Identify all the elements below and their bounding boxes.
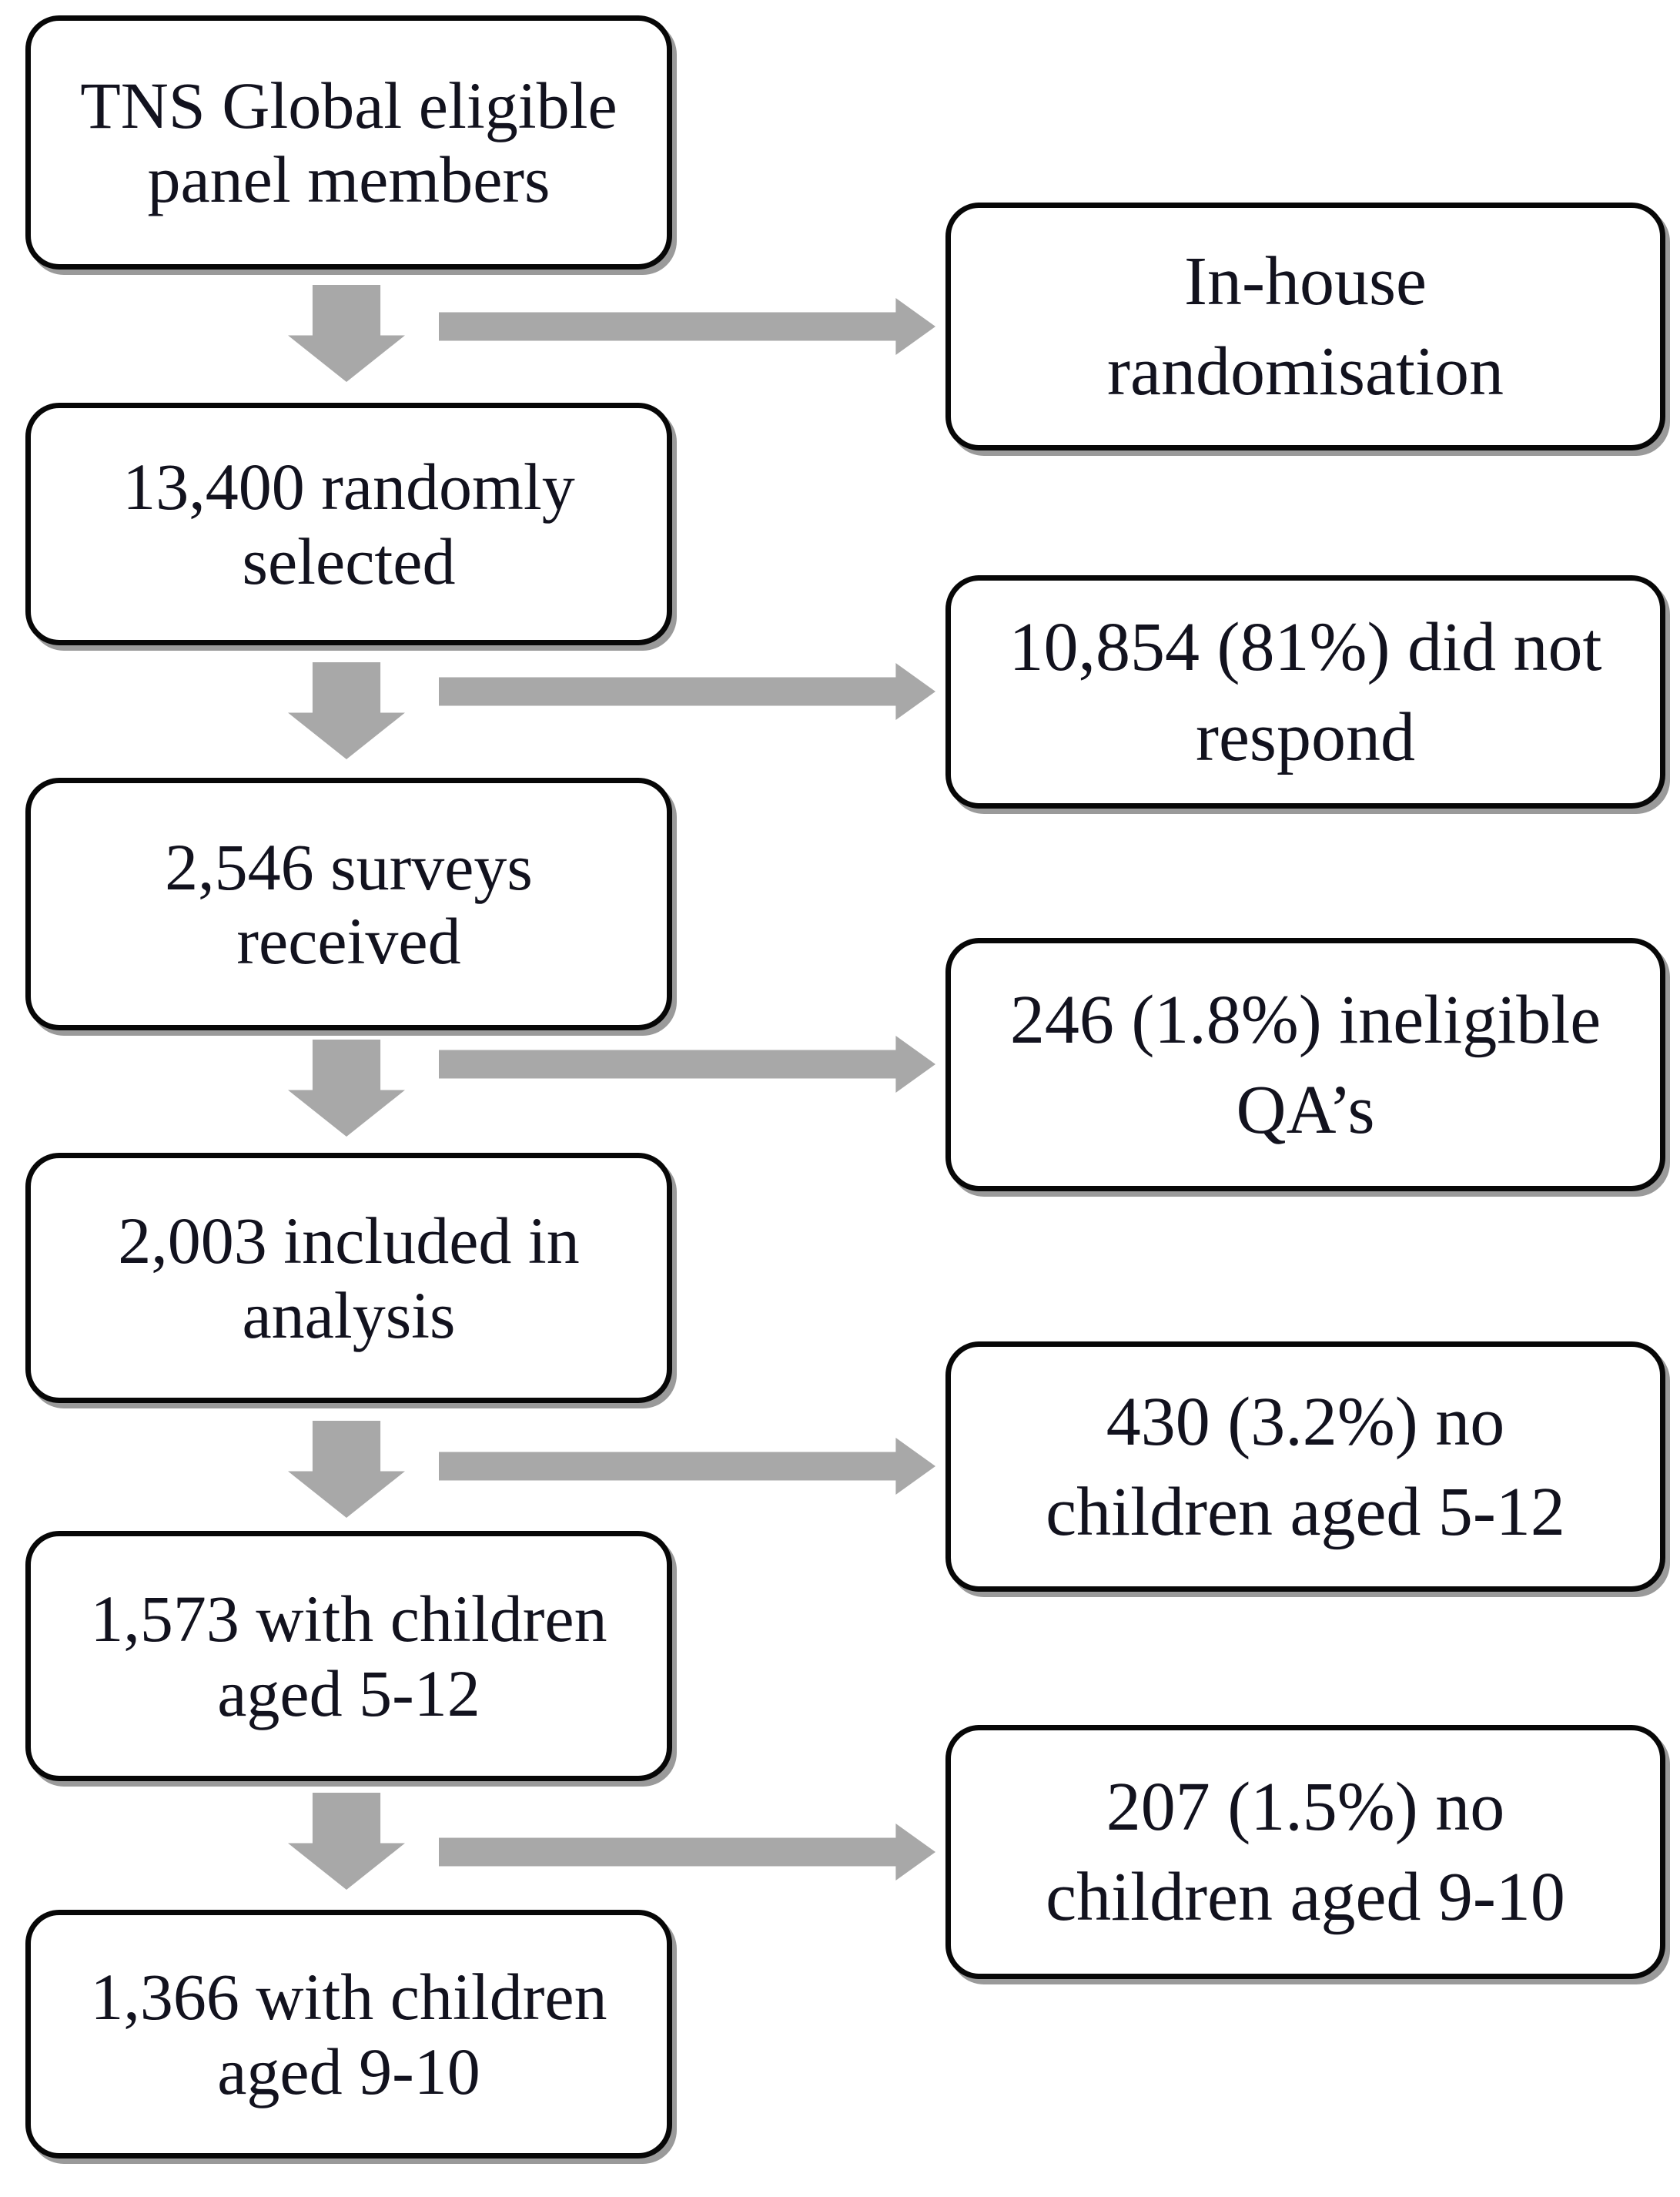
box-text-line: 10,854 (81%) did not [1009, 608, 1602, 685]
box-text-line: analysis [242, 1278, 456, 1352]
flow-box-ineligible-qas: 246 (1.8%) ineligible QA’s [945, 938, 1665, 1191]
flow-box-did-not-respond: 10,854 (81%) did not respond [945, 575, 1665, 809]
box-text-line: 13,400 randomly [122, 450, 575, 524]
box-text-line: children aged 9-10 [1046, 1859, 1565, 1935]
right-arrow-icon [439, 663, 935, 720]
down-arrow-icon [288, 1040, 405, 1137]
box-text-line: randomisation [1107, 333, 1504, 410]
box-text-line: aged 5-12 [217, 1656, 480, 1730]
right-arrow-icon [439, 298, 935, 355]
box-text-line: children aged 5-12 [1046, 1473, 1565, 1550]
box-text-line: received [236, 904, 461, 978]
flow-box-no-children-9-10: 207 (1.5%) no children aged 9-10 [945, 1725, 1665, 1979]
box-text-line: aged 9-10 [217, 2034, 480, 2108]
box-text-line: respond [1196, 698, 1415, 775]
box-text-line: 2,003 included in [118, 1204, 580, 1278]
down-arrow-icon [288, 1793, 405, 1890]
right-arrow-icon [439, 1036, 935, 1093]
box-text-line: 1,366 with children [90, 1960, 607, 2035]
box-text-line: In-house [1184, 243, 1427, 320]
flow-box-surveys-received: 2,546 surveys received [25, 778, 672, 1030]
box-text-line: 430 (3.2%) no [1106, 1383, 1505, 1460]
down-arrow-icon [288, 662, 405, 759]
flow-box-eligible-panel: TNS Global eligible panel members [25, 15, 672, 270]
down-arrow-icon [288, 1421, 405, 1518]
flow-box-randomly-selected: 13,400 randomly selected [25, 403, 672, 645]
flow-box-no-children-5-12: 430 (3.2%) no children aged 5-12 [945, 1341, 1665, 1592]
flow-box-included-analysis: 2,003 included in analysis [25, 1153, 672, 1403]
flow-box-with-children-9-10: 1,366 with children aged 9-10 [25, 1910, 672, 2158]
right-arrow-icon [439, 1438, 935, 1495]
flow-box-with-children-5-12: 1,573 with children aged 5-12 [25, 1531, 672, 1781]
box-text-line: 246 (1.8%) ineligible [1009, 981, 1601, 1058]
flow-box-in-house-randomisation: In-house randomisation [945, 203, 1665, 450]
box-text-line: 207 (1.5%) no [1106, 1769, 1505, 1845]
box-text-line: 2,546 surveys [165, 829, 533, 904]
right-arrow-icon [439, 1824, 935, 1881]
box-text-line: panel members [147, 142, 551, 216]
box-text-line: 1,573 with children [90, 1582, 607, 1656]
box-text-line: QA’s [1236, 1071, 1375, 1148]
box-text-line: selected [242, 524, 456, 598]
down-arrow-icon [288, 285, 405, 382]
box-text-line: TNS Global eligible [80, 68, 617, 142]
